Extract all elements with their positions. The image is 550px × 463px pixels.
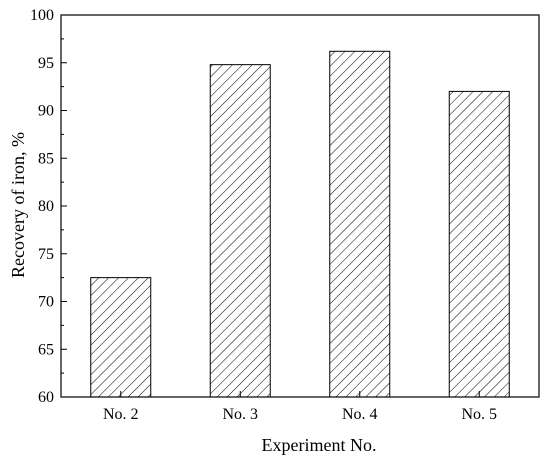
x-axis-title: Experiment No. [262, 435, 377, 455]
y-axis-title: Recovery of iron, % [8, 132, 28, 278]
y-tick-label: 90 [38, 103, 54, 120]
x-tick-label: No. 2 [103, 406, 139, 423]
y-tick-label: 60 [38, 389, 54, 406]
bar-no-5 [448, 90, 510, 398]
y-axis-ticks: 60 65 70 75 80 85 90 95 100 [30, 7, 67, 406]
bar-no-4 [329, 50, 391, 398]
y-tick-label: 80 [38, 198, 54, 215]
y-tick-label: 75 [38, 246, 54, 263]
x-tick-label: No. 3 [222, 406, 258, 423]
bar-no-2 [90, 277, 152, 398]
x-tick-label: No. 5 [461, 406, 497, 423]
y-tick-label: 100 [30, 7, 54, 24]
y-tick-label: 85 [38, 150, 54, 167]
y-tick-label: 65 [38, 341, 54, 358]
x-tick-label: No. 4 [342, 406, 378, 423]
bar-no-3 [209, 64, 271, 398]
y-tick-label: 95 [38, 55, 54, 72]
y-tick-label: 70 [38, 294, 54, 311]
x-axis-ticks: No. 2 No. 3 No. 4 No. 5 [103, 391, 497, 423]
bars-layer [90, 50, 510, 398]
